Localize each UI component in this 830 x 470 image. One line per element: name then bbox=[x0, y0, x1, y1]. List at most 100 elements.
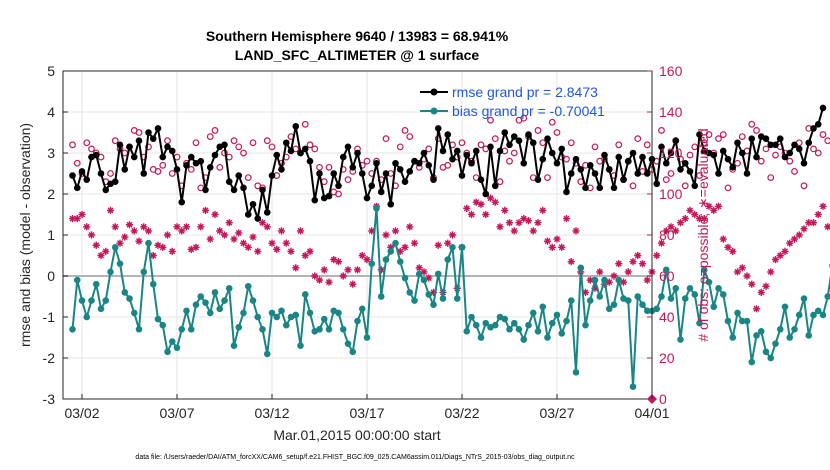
evaluated-marker bbox=[748, 280, 756, 288]
bias-point bbox=[430, 301, 437, 309]
possible-marker bbox=[738, 133, 746, 141]
right-y-tick-label: 100 bbox=[659, 186, 683, 202]
bias-point bbox=[382, 256, 390, 263]
bias-point bbox=[582, 321, 589, 329]
evaluated-marker bbox=[311, 272, 319, 280]
rmse-point bbox=[420, 149, 428, 157]
bias-point bbox=[738, 317, 746, 325]
rmse-point bbox=[325, 192, 333, 200]
evaluated-marker bbox=[320, 266, 328, 274]
evaluated-marker bbox=[192, 243, 200, 251]
right-y-tick-label: 20 bbox=[659, 350, 675, 366]
bias-point bbox=[249, 297, 257, 304]
evaluated-marker bbox=[406, 223, 414, 231]
bias-point bbox=[135, 326, 143, 333]
possible-marker bbox=[206, 133, 214, 141]
bias-point bbox=[453, 295, 461, 302]
possible-marker bbox=[301, 120, 309, 128]
bias-point bbox=[368, 260, 376, 268]
rmse-point bbox=[415, 159, 423, 167]
rmse-point bbox=[406, 168, 414, 175]
bias-point bbox=[202, 299, 209, 306]
possible-marker bbox=[487, 116, 494, 124]
rmse-point bbox=[221, 141, 228, 149]
bias-point bbox=[791, 326, 798, 333]
bias-point bbox=[596, 293, 604, 300]
bias-point bbox=[525, 321, 532, 329]
bias-point bbox=[477, 334, 485, 341]
rmse-point bbox=[539, 155, 547, 163]
possible-marker bbox=[154, 168, 162, 175]
bias-point bbox=[482, 319, 490, 327]
possible-marker bbox=[786, 157, 794, 165]
rmse-point bbox=[130, 153, 138, 161]
bias-point bbox=[753, 332, 760, 339]
possible-marker bbox=[643, 141, 651, 149]
rmse-point bbox=[354, 149, 361, 157]
rmse-point bbox=[368, 182, 376, 190]
rmse-point bbox=[506, 141, 513, 149]
evaluated-marker bbox=[296, 227, 305, 235]
evaluated-marker bbox=[653, 251, 661, 260]
evaluated-marker bbox=[230, 235, 238, 243]
evaluated-marker bbox=[505, 219, 514, 227]
evaluated-marker bbox=[738, 264, 746, 272]
evaluated-marker bbox=[638, 260, 647, 268]
rmse-point bbox=[278, 166, 285, 173]
rmse-point bbox=[249, 200, 257, 208]
evaluated-marker bbox=[116, 239, 124, 247]
rmse-point bbox=[477, 176, 485, 183]
left-y-tick-label: 4 bbox=[47, 104, 55, 120]
rmse-point bbox=[529, 139, 537, 147]
rmse-point bbox=[472, 147, 480, 155]
bias-point bbox=[605, 305, 613, 313]
bias-point bbox=[715, 285, 722, 292]
bias-point bbox=[78, 297, 86, 304]
rmse-point bbox=[729, 164, 737, 171]
bias-point bbox=[463, 328, 471, 335]
possible-marker bbox=[382, 135, 390, 143]
possible-marker bbox=[681, 182, 689, 190]
evaluated-marker bbox=[819, 202, 827, 210]
rmse-point bbox=[525, 131, 532, 138]
evaluated-marker bbox=[752, 305, 761, 313]
evaluated-marker bbox=[429, 288, 438, 296]
bias-point bbox=[634, 293, 642, 300]
rmse-point bbox=[572, 155, 580, 163]
evaluated-marker bbox=[681, 215, 689, 223]
rmse-point bbox=[724, 155, 732, 163]
rmse-point bbox=[814, 121, 822, 128]
evaluated-marker bbox=[325, 278, 333, 286]
evaluated-marker bbox=[624, 268, 632, 276]
x-tick-label: 03/02 bbox=[64, 405, 99, 421]
rmse-point bbox=[297, 149, 304, 157]
bias-point bbox=[197, 293, 205, 300]
rmse-point bbox=[197, 157, 205, 165]
rmse-point bbox=[696, 131, 703, 138]
left-y-tick-label: 0 bbox=[47, 268, 55, 284]
evaluated-marker bbox=[420, 268, 428, 276]
rmse-point bbox=[206, 164, 214, 171]
bias-point bbox=[529, 309, 537, 317]
bias-point bbox=[216, 305, 224, 313]
evaluated-marker bbox=[268, 239, 276, 247]
rmse-point bbox=[795, 145, 803, 153]
bias-point bbox=[468, 313, 475, 321]
rmse-point bbox=[187, 153, 195, 161]
evaluated-marker bbox=[809, 219, 818, 227]
evaluated-marker bbox=[97, 251, 105, 260]
bias-point bbox=[168, 338, 176, 345]
evaluated-marker bbox=[106, 206, 115, 214]
bias-point bbox=[705, 278, 713, 286]
rmse-point bbox=[178, 198, 186, 206]
data-file-footer: data file: /Users/raeder/DAI/ATM_forcXX/… bbox=[135, 454, 575, 461]
evaluated-marker bbox=[178, 227, 186, 235]
rmse-point bbox=[392, 159, 399, 167]
evaluated-marker bbox=[757, 288, 765, 296]
bias-point bbox=[259, 326, 266, 333]
bias-point bbox=[102, 297, 110, 304]
rmse-point bbox=[681, 159, 689, 167]
evaluated-marker bbox=[591, 284, 599, 292]
evaluated-marker bbox=[349, 280, 357, 288]
bias-point bbox=[757, 328, 765, 335]
